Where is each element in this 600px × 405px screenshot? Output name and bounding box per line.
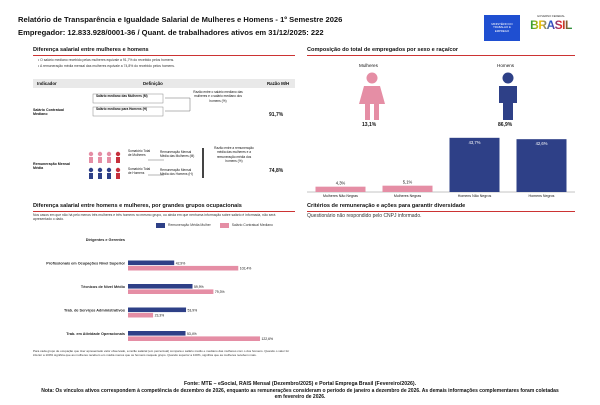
category-label: Técnicos de Nível Médio <box>81 285 126 289</box>
bar <box>382 185 433 192</box>
bar-value-label: 59,9% <box>194 285 204 289</box>
bar-value-label: 53,9% <box>188 308 198 312</box>
ministry-logo-text: MINISTÉRIO DO TRABALHO E EMPREGO <box>491 21 513 33</box>
ministry-logo: MINISTÉRIO DO TRABALHO E EMPREGO <box>484 15 520 41</box>
composition-bar-chart: 4,3% Mulheres Não Negras 5,1% Mulheres Negr… <box>307 137 575 198</box>
legend-dark-label: Remuneração Média Mulher <box>168 223 211 228</box>
category-label: Mulheres Negras <box>394 194 422 198</box>
bar <box>516 139 567 192</box>
category-label: Trab. em Atividade Operacionais <box>66 332 125 336</box>
woman-icon <box>359 72 385 120</box>
bar-pink <box>128 336 261 341</box>
bar-value-label: 102,4% <box>240 267 252 271</box>
def-men-median: Salário mediano para Homens (H) <box>96 107 148 111</box>
median-definition-diagram <box>78 92 208 122</box>
row-label-average: Remuneração Mensal Média <box>33 162 70 171</box>
category-label: Homens Não Negros <box>458 194 492 198</box>
bar-dark <box>128 284 193 289</box>
bar-pink <box>128 289 214 294</box>
bar-pink <box>128 265 239 271</box>
bar-value-label: 43,7% <box>469 140 481 145</box>
def-men-total: Somatório Total de Homens <box>128 167 151 176</box>
section-title-composition: Composição do total de empregados por se… <box>307 47 459 53</box>
def-women-total: Somatório Total de Mulheres <box>128 149 151 158</box>
section-title-salary-diff: Diferença salarial entre mulheres e home… <box>33 47 149 53</box>
legend-pink-label: Salário Contratual Mediano <box>231 223 273 228</box>
bar <box>449 137 500 192</box>
section-divider <box>33 211 295 212</box>
row-label-median: Salário Contratual Mediano <box>33 108 64 117</box>
section-title-criteria: Critérios de remuneração e ações para ga… <box>307 203 466 209</box>
bar-value-label: 53,4% <box>187 332 197 336</box>
ratio-median: 91,7% <box>269 112 284 118</box>
bar-dark <box>128 331 186 336</box>
criteria-text: Questionário não respondido pelo CNPJ in… <box>307 213 422 219</box>
bullet-median: • O salário mediano recebido pelas mulhe… <box>38 58 175 62</box>
section-divider <box>33 55 295 56</box>
gov-brasil-logo: GOVERNO FEDERAL BRASIL <box>528 14 574 42</box>
bar-value-label: 23,3% <box>155 314 165 318</box>
section-title-occupation: Diferença salarial entre homens e mulher… <box>33 203 242 209</box>
report-title: Relatório de Transparência e Igualdade S… <box>18 15 343 24</box>
gov-word: BRASIL <box>528 18 574 32</box>
legend-dark-swatch <box>156 223 165 228</box>
man-icon <box>499 72 517 120</box>
bar-pink <box>128 312 154 318</box>
category-label: Mulheres Não Negras <box>323 194 358 198</box>
bar-value-label: 122,6% <box>262 337 274 341</box>
occupation-bar-chart: Dirigentes e Gerentes Profissionais em Oc… <box>46 238 274 341</box>
category-label: Trab. de Serviços Administrativos <box>64 309 125 313</box>
gov-caption: GOVERNO FEDERAL <box>537 14 565 18</box>
legend: Remuneração Média Mulher Salário Contrat… <box>156 223 273 228</box>
average-definition-diagram <box>78 140 278 184</box>
occupation-intro: Nos casos em que não há pelo menos três … <box>33 213 276 222</box>
def-side-average: Razão entre a remuneração média das mulh… <box>214 146 254 164</box>
footer-note: Nota: Os vínculos ativos correspondem à … <box>41 388 559 400</box>
women-label: Mulheres <box>359 63 378 68</box>
men-pct: 86,9% <box>498 122 513 128</box>
employer-line: Empregador: 12.833.928/0001-36 / Quant. … <box>18 28 324 37</box>
def-men-rem: Remuneração Mensal Média dos Homens (H) <box>160 168 193 177</box>
women-pct: 13,1% <box>362 122 377 128</box>
gov-word-text: BRASIL <box>530 18 572 32</box>
bar-value-label: 4,3% <box>336 181 346 186</box>
def-women-rem: Remuneração Mensal Média das Mulheres (M… <box>160 150 195 159</box>
def-side-median: Razão entre o salário mediano das mulher… <box>193 90 243 103</box>
header-definition: Definição <box>143 81 163 86</box>
bar-value-label: 42,9% <box>176 261 186 265</box>
section-divider <box>307 211 575 212</box>
occupation-footnote: Para cada grupo de ocupação que tiver ap… <box>33 349 290 357</box>
indicator-table-header: Indicador Definição Razão M/H <box>33 79 295 88</box>
footer-source: Fonte: MTE – eSocial, RAIS Mensal (Dezem… <box>183 381 417 387</box>
category-label: Homens Negros <box>529 194 555 198</box>
median-definition-figure <box>92 93 191 117</box>
men-label: Homens <box>497 63 515 68</box>
bar-value-label: 42,6% <box>536 141 548 146</box>
def-women-median: Salário mediano das Mulheres (M) <box>96 94 148 98</box>
people-icons <box>88 148 204 179</box>
legend-pink-swatch <box>219 223 229 228</box>
bar-dark <box>128 260 175 266</box>
section-divider <box>307 55 575 56</box>
bar-dark <box>128 307 187 313</box>
ratio-average: 74,8% <box>269 168 284 174</box>
bar <box>315 186 366 192</box>
header-indicator: Indicador <box>37 81 57 86</box>
category-label: Dirigentes e Gerentes <box>86 238 125 242</box>
bullet-average: • A remuneração média mensal das mulhere… <box>38 64 175 68</box>
category-label: Profissionais em Ocupações Nível Superio… <box>46 262 125 266</box>
header-ratio: Razão M/H <box>267 81 290 86</box>
bar-value-label: 5,1% <box>403 180 413 185</box>
bar-value-label: 79,3% <box>215 290 225 294</box>
